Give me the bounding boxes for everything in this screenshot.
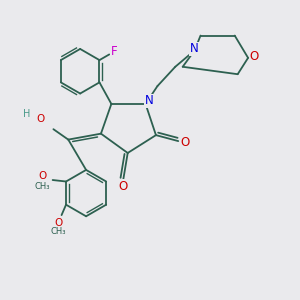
Text: F: F [111, 45, 118, 58]
Text: CH₃: CH₃ [51, 227, 66, 236]
Text: N: N [190, 42, 198, 56]
Text: O: O [38, 171, 46, 181]
Text: O: O [180, 136, 189, 149]
Text: CH₃: CH₃ [34, 182, 50, 191]
Text: H: H [23, 109, 30, 119]
Text: O: O [118, 180, 128, 193]
Text: O: O [36, 114, 44, 124]
Text: O: O [249, 50, 259, 63]
Text: N: N [145, 94, 154, 107]
Text: O: O [55, 218, 63, 227]
